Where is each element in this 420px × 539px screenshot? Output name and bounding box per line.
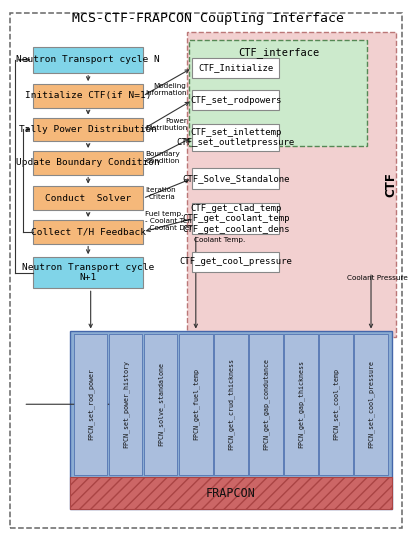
Text: Power
Distribution: Power Distribution [145, 118, 187, 131]
FancyBboxPatch shape [214, 334, 247, 475]
Text: CTF: CTF [384, 172, 397, 197]
FancyBboxPatch shape [284, 334, 318, 475]
Text: FPCN_solve_standalone: FPCN_solve_standalone [158, 362, 164, 446]
Text: Neutron Transport cycle
N+1: Neutron Transport cycle N+1 [22, 263, 154, 282]
Text: CTF_get_clad_temp
CTF_get_coolant_temp
CTF_get_coolant_dens: CTF_get_clad_temp CTF_get_coolant_temp C… [182, 204, 289, 234]
Text: CTF_set_inlettemp
CTF_set_outletpressure: CTF_set_inlettemp CTF_set_outletpressure [176, 128, 295, 147]
Text: FPCN_set_cool_temp: FPCN_set_cool_temp [333, 368, 339, 440]
FancyBboxPatch shape [70, 331, 392, 509]
Text: FPCN_get_gap_condutance: FPCN_get_gap_condutance [262, 358, 269, 450]
FancyBboxPatch shape [34, 220, 143, 244]
Text: Fuel temp.
- Coolant Temp.
  Coolant Density: Fuel temp. - Coolant Temp. Coolant Densi… [145, 211, 207, 231]
Text: MCS-CTF-FRAPCON Coupling Interface: MCS-CTF-FRAPCON Coupling Interface [71, 12, 344, 25]
FancyBboxPatch shape [192, 90, 279, 110]
FancyBboxPatch shape [34, 84, 143, 108]
Text: Coolant Temp.: Coolant Temp. [194, 237, 245, 243]
FancyBboxPatch shape [354, 334, 388, 475]
FancyBboxPatch shape [192, 124, 279, 151]
Text: FPCN_set_power_history: FPCN_set_power_history [122, 360, 129, 448]
Text: Neutron Transport cycle N: Neutron Transport cycle N [16, 56, 160, 64]
FancyBboxPatch shape [192, 203, 279, 234]
Text: Tally Power Distribution: Tally Power Distribution [19, 125, 157, 134]
Text: CTF_set_rodpowers: CTF_set_rodpowers [190, 96, 281, 105]
FancyBboxPatch shape [70, 477, 392, 509]
FancyBboxPatch shape [192, 58, 279, 78]
FancyBboxPatch shape [34, 186, 143, 210]
Text: Conduct  Solver: Conduct Solver [45, 194, 131, 203]
Text: FPCN_get_gap_thickness: FPCN_get_gap_thickness [298, 360, 304, 448]
FancyBboxPatch shape [192, 252, 279, 272]
Text: Collect T/H Feedback: Collect T/H Feedback [31, 227, 146, 236]
FancyBboxPatch shape [34, 151, 143, 175]
FancyBboxPatch shape [319, 334, 353, 475]
FancyBboxPatch shape [192, 168, 279, 189]
FancyBboxPatch shape [34, 257, 143, 288]
FancyBboxPatch shape [74, 334, 108, 475]
Text: FPCN_set_rod_power: FPCN_set_rod_power [87, 368, 94, 440]
Text: FPCN_set_cool_pressure: FPCN_set_cool_pressure [368, 360, 374, 448]
Text: FRAPCON: FRAPCON [206, 487, 256, 500]
Text: CTF_get_cool_pressure: CTF_get_cool_pressure [179, 258, 292, 266]
Text: Boundary
Condition: Boundary Condition [145, 151, 180, 164]
FancyBboxPatch shape [109, 334, 142, 475]
FancyBboxPatch shape [34, 47, 143, 73]
Text: FPCN_get_fuel_temp: FPCN_get_fuel_temp [192, 368, 199, 440]
Text: CTF_Initialize: CTF_Initialize [198, 64, 273, 72]
FancyBboxPatch shape [144, 334, 178, 475]
FancyBboxPatch shape [179, 334, 213, 475]
FancyBboxPatch shape [34, 118, 143, 141]
FancyBboxPatch shape [187, 32, 396, 337]
Text: Update Boundary Condition: Update Boundary Condition [16, 158, 160, 167]
Text: FPCN_get_crud_thickness: FPCN_get_crud_thickness [228, 358, 234, 450]
Text: Coolant Pressure: Coolant Pressure [347, 275, 407, 281]
Text: CTF_Solve_Standalone: CTF_Solve_Standalone [182, 174, 289, 183]
FancyBboxPatch shape [249, 334, 283, 475]
Text: CTF_interface: CTF_interface [238, 47, 319, 58]
Text: Initialize CTF(if N=1): Initialize CTF(if N=1) [25, 92, 151, 100]
Text: Iteration
Criteria: Iteration Criteria [145, 187, 176, 200]
FancyBboxPatch shape [189, 40, 368, 146]
Text: Modeling
Information: Modeling Information [145, 83, 186, 96]
